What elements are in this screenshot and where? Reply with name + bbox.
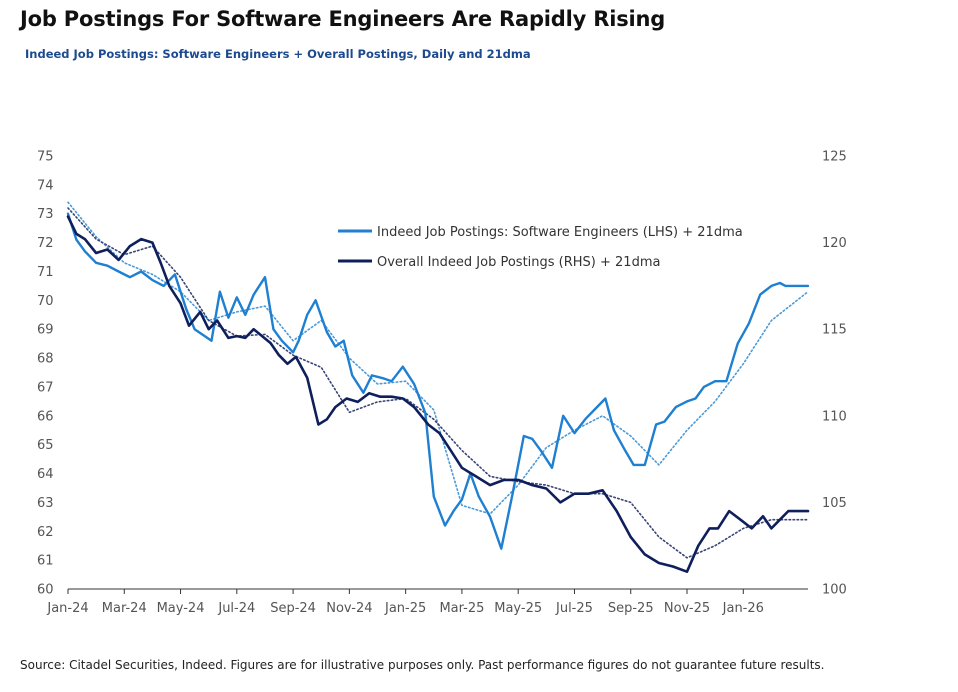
right-tick-label: 100 — [822, 583, 847, 598]
left-tick-label: 71 — [37, 265, 54, 280]
chart-subtitle: Indeed Job Postings: Software Engineers … — [25, 47, 531, 61]
legend: Indeed Job Postings: Software Engineers … — [338, 225, 743, 270]
right-axis-ticks: 100 105 110 115 120 125 — [822, 150, 847, 598]
left-axis-ticks: 60 61 62 63 64 65 66 67 68 69 70 71 72 73 74 75 — [37, 150, 54, 598]
x-tick-label: Sep-25 — [608, 601, 654, 616]
x-tick-label: Mar-25 — [439, 601, 484, 616]
left-tick-label: 67 — [37, 380, 54, 395]
x-tick-label: Jul-24 — [217, 601, 255, 616]
left-tick-label: 66 — [37, 409, 54, 424]
left-tick-label: 62 — [37, 525, 54, 540]
left-tick-label: 61 — [37, 554, 54, 569]
left-tick-label: 65 — [37, 438, 54, 453]
x-tick-label: Sep-24 — [270, 601, 316, 616]
right-tick-label: 125 — [822, 150, 847, 165]
x-tick-label: Jan-26 — [722, 601, 764, 616]
right-tick-label: 120 — [822, 236, 847, 251]
x-tick-label: Jul-25 — [555, 601, 593, 616]
x-axis-ticks: Jan-24 Mar-24 May-24 Jul-24 Sep-24 Nov-24 Jan-… — [46, 589, 764, 616]
x-tick-label: May-25 — [494, 601, 542, 616]
right-tick-label: 115 — [822, 323, 847, 338]
overall-postings-line — [66, 215, 810, 574]
legend-label-overall: Overall Indeed Job Postings (RHS) + 21dm… — [377, 255, 660, 270]
left-tick-label: 73 — [37, 207, 54, 222]
legend-label-software-engineers: Indeed Job Postings: Software Engineers … — [377, 225, 743, 240]
left-tick-label: 63 — [37, 496, 54, 511]
x-tick-label: Jan-25 — [384, 601, 426, 616]
left-tick-label: 72 — [37, 236, 54, 251]
left-tick-label: 60 — [37, 583, 54, 598]
x-tick-label: Jan-24 — [46, 601, 88, 616]
x-tick-label: Nov-25 — [664, 601, 710, 616]
left-tick-label: 70 — [37, 294, 54, 309]
software-engineers-21dma-line — [67, 201, 809, 515]
left-tick-label: 69 — [37, 323, 54, 338]
left-tick-label: 68 — [37, 352, 54, 367]
left-tick-label: 75 — [37, 150, 54, 165]
left-tick-label: 74 — [37, 178, 54, 193]
source-note: Source: Citadel Securities, Indeed. Figu… — [20, 658, 825, 672]
left-tick-label: 64 — [37, 467, 54, 482]
overall-postings-21dma-line — [67, 207, 809, 559]
right-tick-label: 110 — [822, 409, 847, 424]
right-tick-label: 105 — [822, 496, 847, 511]
x-tick-label: Nov-24 — [326, 601, 372, 616]
series-group — [66, 201, 810, 574]
software-engineers-line — [66, 212, 810, 550]
chart-title: Job Postings For Software Engineers Are … — [20, 7, 666, 31]
x-tick-label: Mar-24 — [102, 601, 147, 616]
x-tick-label: May-24 — [157, 601, 205, 616]
